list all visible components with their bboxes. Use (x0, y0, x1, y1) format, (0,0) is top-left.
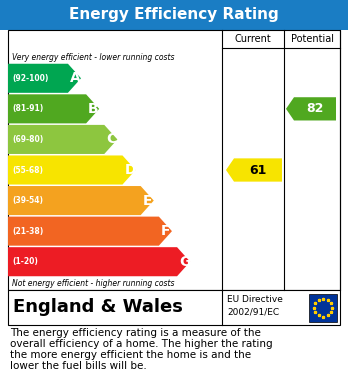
Polygon shape (8, 64, 81, 93)
Text: 82: 82 (306, 102, 324, 115)
Text: (55-68): (55-68) (12, 165, 43, 174)
Text: Potential: Potential (291, 34, 333, 44)
Polygon shape (8, 156, 136, 185)
Bar (8, 290, 340, 325)
Polygon shape (226, 158, 282, 182)
Polygon shape (8, 125, 117, 154)
Text: E: E (143, 194, 152, 208)
Polygon shape (8, 186, 154, 215)
Text: 2002/91/EC: 2002/91/EC (227, 307, 279, 316)
Text: overall efficiency of a home. The higher the rating: overall efficiency of a home. The higher… (10, 339, 272, 349)
Bar (0, 0, 348, 30)
Polygon shape (8, 94, 99, 124)
Text: lower the fuel bills will be.: lower the fuel bills will be. (10, 361, 147, 371)
Text: (81-91): (81-91) (12, 104, 43, 113)
Text: Not energy efficient - higher running costs: Not energy efficient - higher running co… (12, 278, 174, 287)
Bar (309, 294, 337, 321)
Text: (1-20): (1-20) (12, 257, 38, 266)
Text: Energy Efficiency Rating: Energy Efficiency Rating (69, 7, 279, 23)
Polygon shape (286, 97, 336, 120)
Text: (21-38): (21-38) (12, 227, 43, 236)
Text: F: F (161, 224, 171, 238)
Text: D: D (125, 163, 136, 177)
Text: 61: 61 (249, 163, 267, 176)
Text: A: A (70, 71, 81, 85)
Text: Very energy efficient - lower running costs: Very energy efficient - lower running co… (12, 52, 174, 61)
Text: G: G (179, 255, 190, 269)
Bar (8, 30, 340, 290)
Text: (39-54): (39-54) (12, 196, 43, 205)
Polygon shape (8, 217, 172, 246)
Text: (69-80): (69-80) (12, 135, 43, 144)
Text: England & Wales: England & Wales (13, 298, 183, 316)
Text: Current: Current (235, 34, 271, 44)
Text: B: B (88, 102, 99, 116)
Polygon shape (8, 247, 190, 276)
Text: the more energy efficient the home is and the: the more energy efficient the home is an… (10, 350, 251, 360)
Text: The energy efficiency rating is a measure of the: The energy efficiency rating is a measur… (10, 328, 261, 338)
Text: EU Directive: EU Directive (227, 296, 283, 305)
Text: (92-100): (92-100) (12, 74, 48, 83)
Text: C: C (106, 133, 117, 146)
